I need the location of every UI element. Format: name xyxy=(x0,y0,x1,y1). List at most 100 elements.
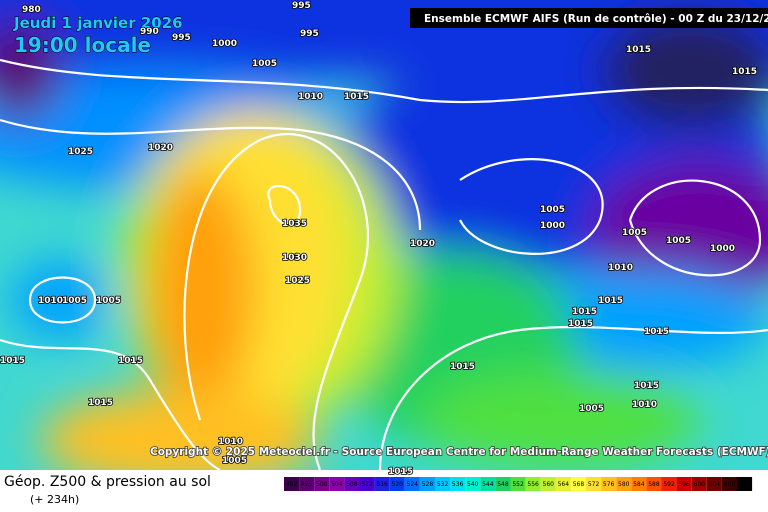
colorbar-swatch xyxy=(661,477,677,491)
isobar-label: 1015 xyxy=(732,67,757,77)
isobar-label: 995 xyxy=(292,1,311,11)
isobar-label: 1030 xyxy=(282,253,307,263)
colorbar-swatch xyxy=(555,477,571,491)
colorbar-swatch xyxy=(646,477,662,491)
isobar-label: 1015 xyxy=(118,356,143,366)
isobar-label: 995 xyxy=(172,33,191,43)
colorbar-label: 612 xyxy=(739,481,751,488)
isobar-label: 1015 xyxy=(388,467,413,477)
colorbar-swatch xyxy=(404,477,420,491)
colorbar-swatch xyxy=(359,477,375,491)
isobar-label: 1035 xyxy=(282,219,307,229)
colorbar-swatch xyxy=(435,477,451,491)
colorbar-swatch xyxy=(616,477,632,491)
colorbar-label: 568 xyxy=(573,481,585,488)
colorbar-swatch xyxy=(495,477,511,491)
colorbar-swatch xyxy=(706,477,722,491)
isobar-label: 1015 xyxy=(344,92,369,102)
colorbar-label: 500 xyxy=(316,481,328,488)
colorbar-swatch xyxy=(329,477,345,491)
colorbar-swatch xyxy=(344,477,360,491)
colorbar-swatch xyxy=(284,477,300,491)
colorbar-swatch xyxy=(570,477,586,491)
colorbar-label: 556 xyxy=(527,481,539,488)
colorbar-label: 528 xyxy=(422,481,434,488)
colorbar-label: 592 xyxy=(663,481,675,488)
colorbar-swatch xyxy=(419,477,435,491)
isobar-label: 1025 xyxy=(285,276,310,286)
colorbar-label: 524 xyxy=(407,481,419,488)
colorbar-swatch xyxy=(737,477,753,491)
colorbar-swatch xyxy=(314,477,330,491)
colorbar-label: 588 xyxy=(648,481,660,488)
isobar-label: 1010 xyxy=(38,296,63,306)
isobar-label: 1015 xyxy=(634,381,659,391)
colorbar-label: 512 xyxy=(361,481,373,488)
copyright: Copyright © 2025 Meteociel.fr - Source E… xyxy=(150,446,768,458)
colorbar-swatch xyxy=(540,477,556,491)
colorbar-label: 600 xyxy=(694,481,706,488)
isobar-label: 1010 xyxy=(298,92,323,102)
isobar-label: 1010 xyxy=(218,437,243,447)
isobar-label: 1015 xyxy=(598,296,623,306)
colorbar-swatch xyxy=(480,477,496,491)
isobar-label: 1005 xyxy=(666,236,691,246)
isobar-label: 1015 xyxy=(572,307,597,317)
colorbar-label: 596 xyxy=(678,481,690,488)
colorbar-label: 536 xyxy=(452,481,464,488)
colorbar-swatch xyxy=(631,477,647,491)
colorbar-swatch xyxy=(465,477,481,491)
isobar-label: 990 xyxy=(140,27,159,37)
colorbar-swatch xyxy=(450,477,466,491)
colorbar-label: 560 xyxy=(543,481,555,488)
colorbar-label: 504 xyxy=(331,481,343,488)
forecast-time: 19:00 locale xyxy=(14,33,151,57)
colorbar-swatch xyxy=(525,477,541,491)
colorbar-label: 608 xyxy=(724,481,736,488)
colorbar-label: 572 xyxy=(588,481,600,488)
colorbar-label: 552 xyxy=(512,481,524,488)
colorbar-label: 548 xyxy=(497,481,509,488)
colorbar-swatch xyxy=(299,477,315,491)
isobar-label: 1015 xyxy=(626,45,651,55)
header-box xyxy=(410,8,768,28)
colorbar-swatch xyxy=(601,477,617,491)
colorbar-label: 540 xyxy=(467,481,479,488)
isobar-label: 980 xyxy=(22,5,41,15)
isobar-label: 1005 xyxy=(579,404,604,414)
isobar-label: 1015 xyxy=(450,362,475,372)
run-info: Ensemble ECMWF AIFS (Run de contrôle) - … xyxy=(424,13,768,25)
field xyxy=(0,0,768,470)
colorbar-label: 584 xyxy=(633,481,645,488)
isobar-label: 1005 xyxy=(222,456,247,466)
colorbar-swatch xyxy=(676,477,692,491)
isobar-label: 1020 xyxy=(410,239,435,249)
colorbar-label: 544 xyxy=(482,481,494,488)
field-label: Géop. Z500 & pression au sol xyxy=(4,474,211,490)
colorbar-swatch xyxy=(586,477,602,491)
colorbar-label: 604 xyxy=(709,481,721,488)
colorbar-label: 532 xyxy=(437,481,449,488)
lead-time: (+ 234h) xyxy=(30,493,79,506)
isobar-label: 1000 xyxy=(540,221,565,231)
colorbar-swatch xyxy=(510,477,526,491)
isobar-label: 1010 xyxy=(608,263,633,273)
isobar-label: 1005 xyxy=(96,296,121,306)
isobar-label: 1020 xyxy=(148,143,173,153)
colorbar-label: 520 xyxy=(392,481,404,488)
colorbar-label: 564 xyxy=(558,481,570,488)
isobar-label: 1005 xyxy=(540,205,565,215)
isobar-label: 1005 xyxy=(622,228,647,238)
isobar-label: 1000 xyxy=(710,244,735,254)
colorbar-label: 576 xyxy=(603,481,615,488)
colorbar-label: 508 xyxy=(346,481,358,488)
isobar-label: 1025 xyxy=(68,147,93,157)
isobar-label: 995 xyxy=(300,29,319,39)
isobar-label: 1015 xyxy=(0,356,25,366)
colorbar-swatch xyxy=(374,477,390,491)
colorbar-label: 496 xyxy=(301,481,313,488)
isobar-label: 1015 xyxy=(644,327,669,337)
colorbar-swatch xyxy=(691,477,707,491)
